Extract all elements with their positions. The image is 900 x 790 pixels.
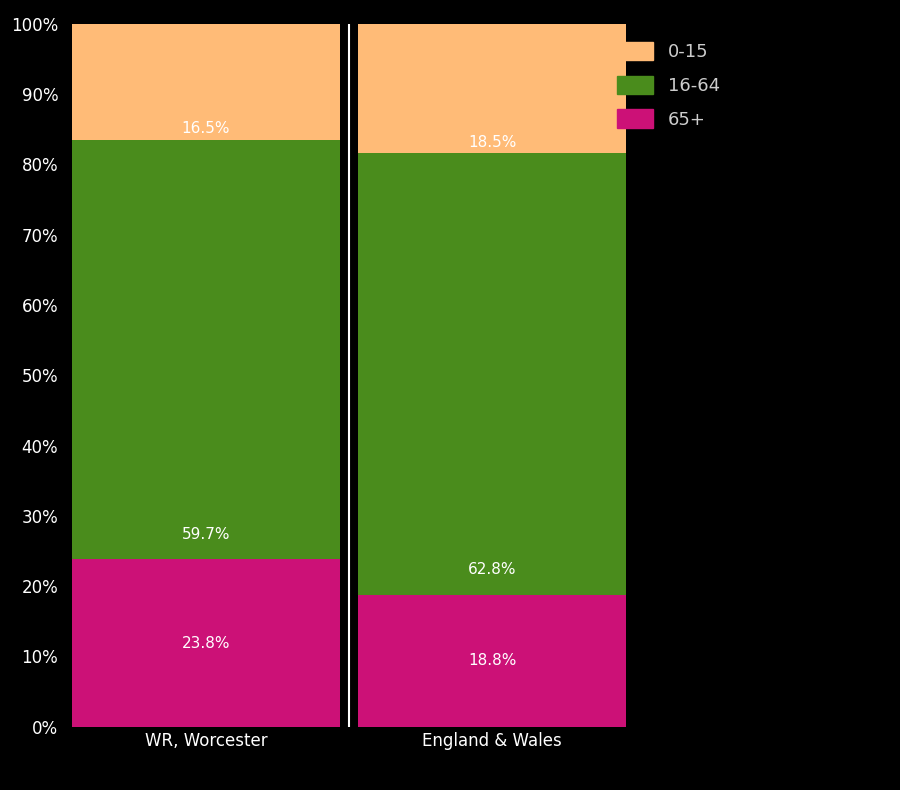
Bar [357, 23, 626, 153]
Bar [357, 595, 626, 727]
Legend: 0-15, 16-64, 65+: 0-15, 16-64, 65+ [608, 32, 729, 137]
Text: 16.5%: 16.5% [182, 121, 230, 136]
Bar [72, 24, 340, 140]
Bar [357, 153, 626, 595]
Text: 23.8%: 23.8% [182, 636, 230, 651]
Text: 59.7%: 59.7% [182, 527, 230, 542]
Text: 18.8%: 18.8% [468, 653, 517, 668]
Bar [72, 140, 340, 559]
Text: 18.5%: 18.5% [468, 134, 517, 149]
Text: 62.8%: 62.8% [468, 562, 517, 577]
Bar [72, 559, 340, 727]
